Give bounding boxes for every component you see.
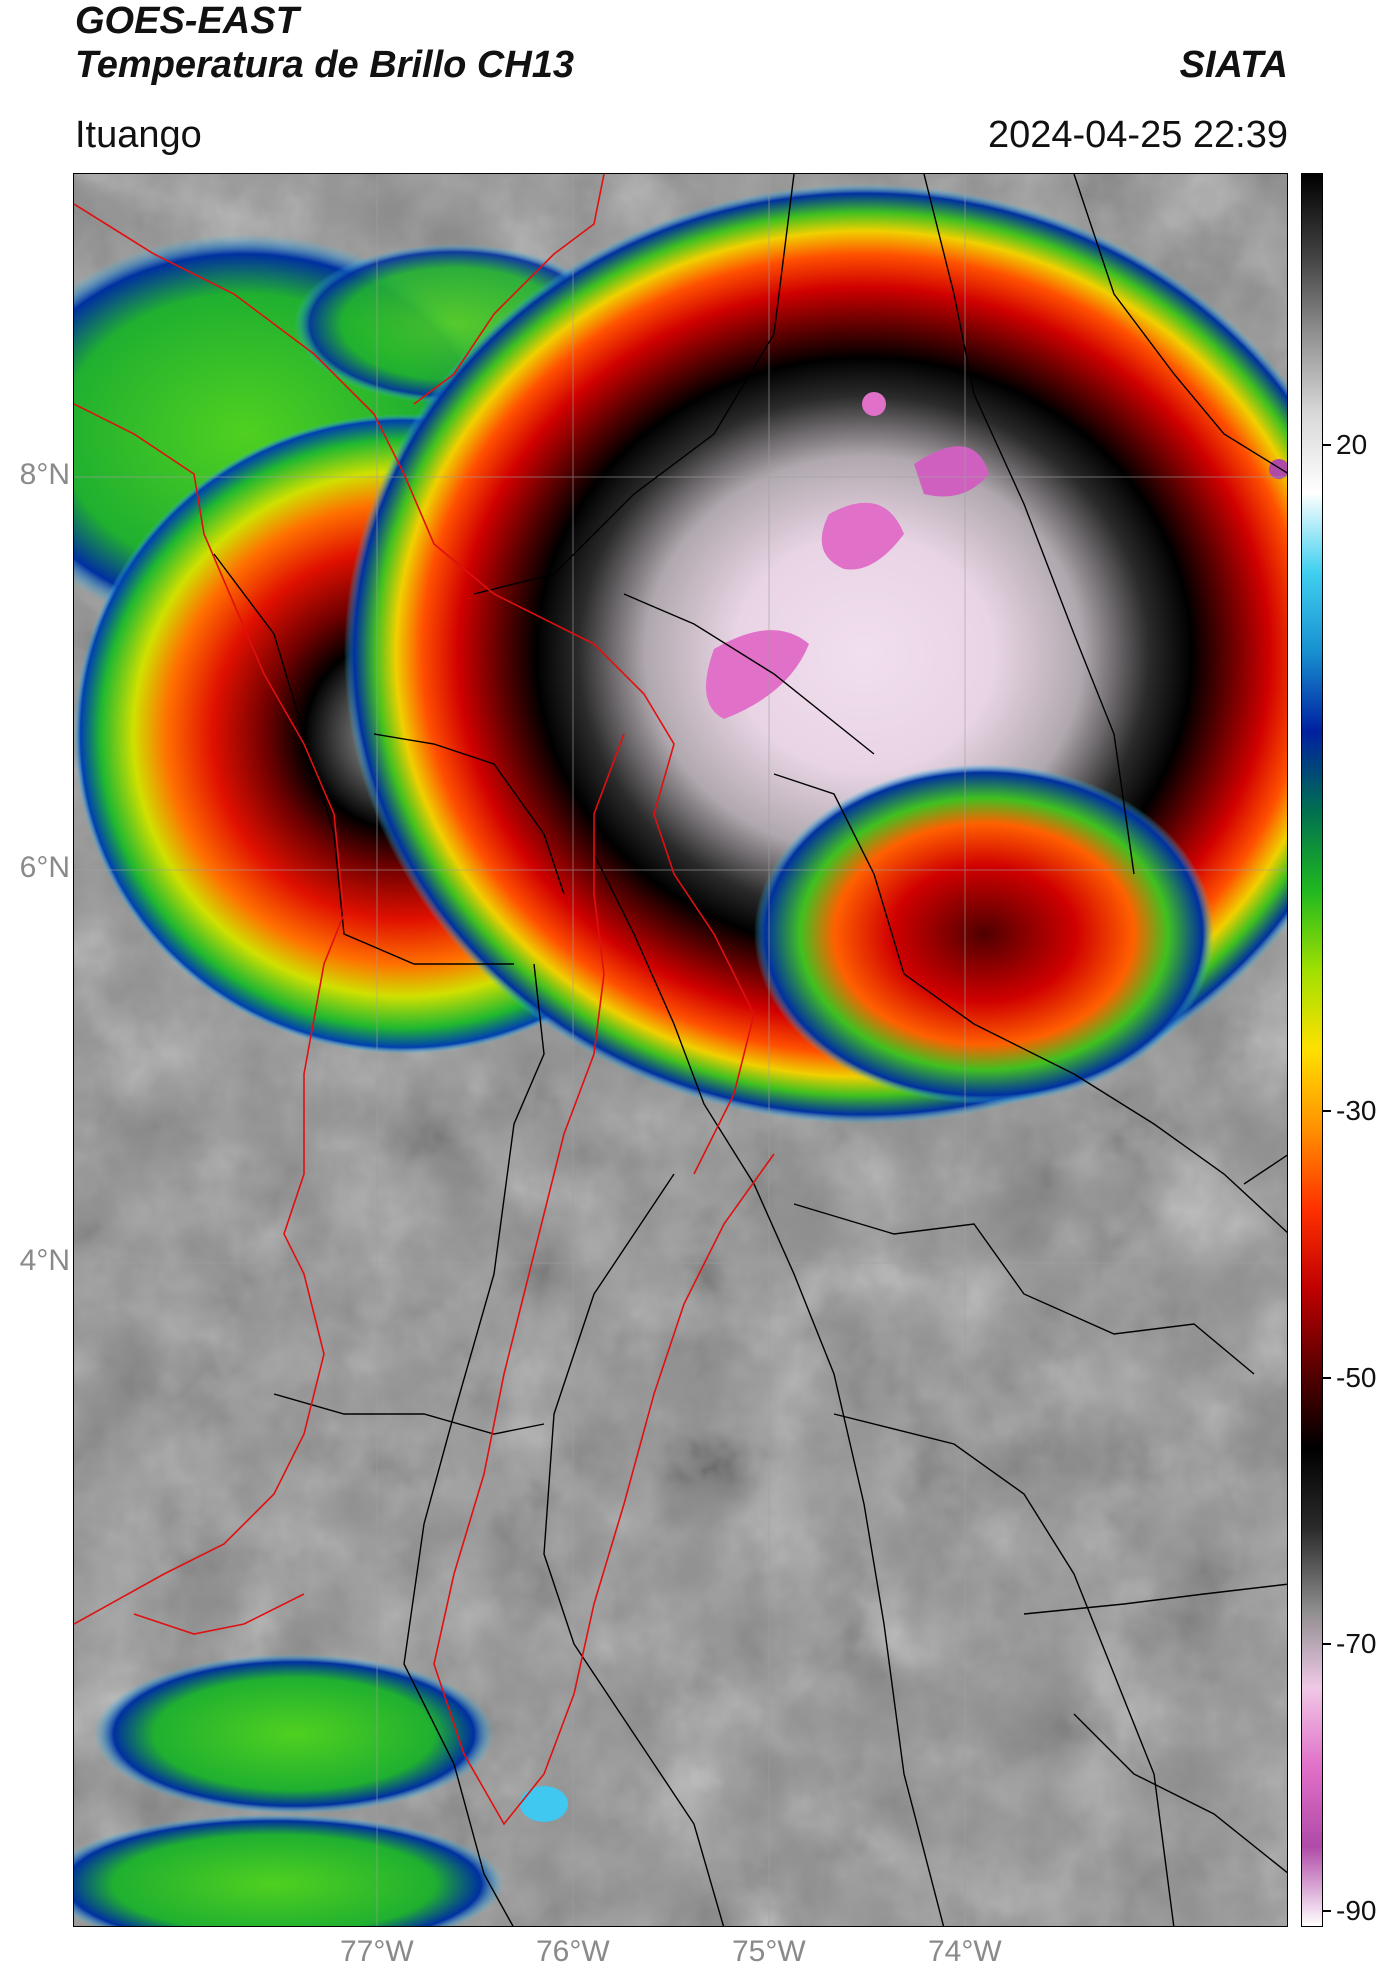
colorbar-label-minus90: -90 — [1336, 1895, 1377, 1926]
overshooting-top-2 — [821, 502, 904, 570]
colorbar-tick — [1323, 444, 1331, 446]
colorbar-tick — [1323, 1643, 1331, 1645]
temperature-colorbar — [1301, 173, 1323, 1927]
colorbar-tick — [1323, 1910, 1331, 1912]
datetime-label: 2024-04-25 22:39 — [987, 114, 1288, 156]
org-label: SIATA — [1179, 44, 1288, 86]
map-canvas — [74, 174, 1287, 1926]
location-label: Ituango — [75, 114, 202, 156]
overshooting-top-1 — [706, 630, 809, 719]
lat-label-6n: 6°N — [19, 851, 70, 884]
lon-label-76w: 76°W — [536, 1935, 610, 1968]
product-title: Temperatura de Brillo CH13 — [75, 44, 575, 86]
lat-label-4n: 4°N — [19, 1244, 70, 1277]
colorbar-label-minus30: -30 — [1336, 1095, 1377, 1126]
colorbar-label-minus50: -50 — [1336, 1362, 1377, 1393]
lon-label-75w: 75°W — [732, 1935, 806, 1968]
department-borders — [213, 174, 1287, 1926]
storm-cell-southeast — [754, 764, 1214, 1104]
colorbar-tick — [1323, 1377, 1331, 1379]
colorbar-label-minus70: -70 — [1336, 1628, 1377, 1659]
colorbar-label-20: 20 — [1336, 429, 1368, 460]
cloud-band-southwest — [94, 1654, 494, 1814]
lon-label-77w: 77°W — [340, 1935, 414, 1968]
satellite-map[interactable] — [73, 173, 1288, 1927]
graticule — [74, 174, 1287, 1926]
colorbar-tick — [1323, 1110, 1331, 1112]
lat-label-8n: 8°N — [19, 458, 70, 491]
lon-label-74w: 74°W — [928, 1935, 1002, 1968]
satellite-title: GOES-EAST — [75, 0, 299, 42]
region-borders — [74, 174, 775, 1826]
